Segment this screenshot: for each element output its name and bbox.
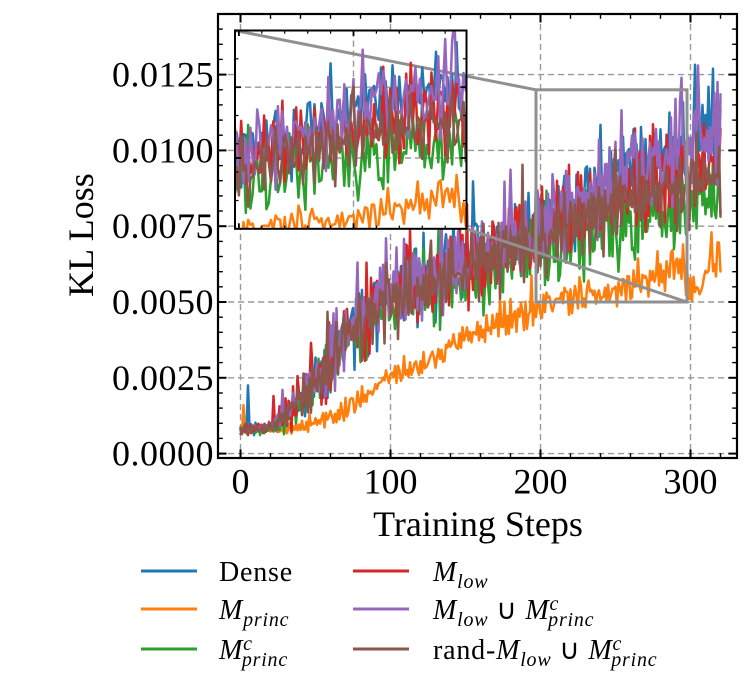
svg-text:300: 300 (664, 462, 718, 502)
svg-text:0.0100: 0.0100 (112, 130, 214, 170)
svg-text:0.0125: 0.0125 (112, 55, 214, 95)
svg-text:0: 0 (232, 462, 250, 502)
svg-text:Mlow: Mlow (432, 557, 488, 593)
svg-text:KL Loss: KL Loss (61, 173, 101, 297)
svg-text:0.0025: 0.0025 (112, 358, 214, 398)
svg-text:Training Steps: Training Steps (373, 504, 583, 544)
svg-text:200: 200 (514, 462, 568, 502)
svg-text:Mprinc: Mprinc (218, 595, 289, 631)
svg-text:Dense: Dense (219, 557, 293, 588)
svg-text:0.0050: 0.0050 (112, 282, 214, 322)
svg-text:100: 100 (364, 462, 418, 502)
svg-text:0.0000: 0.0000 (112, 434, 214, 474)
svg-text:0.0075: 0.0075 (112, 206, 214, 246)
